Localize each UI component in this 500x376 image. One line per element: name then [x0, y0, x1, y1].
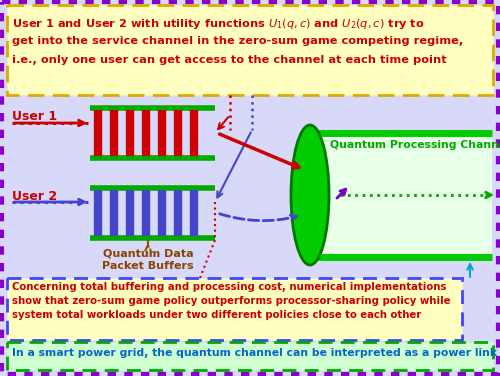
Bar — [7, 5, 493, 95]
Text: i.e., only one user can get access to the channel at each time point: i.e., only one user can get access to th… — [12, 55, 446, 65]
Text: User 2: User 2 — [12, 190, 57, 203]
Text: show that zero-sum game policy outperforms processor-sharing policy while: show that zero-sum game policy outperfor… — [12, 296, 450, 306]
Bar — [315, 135, 492, 255]
Text: In a smart power grid, the quantum channel can be interpreted as a power link: In a smart power grid, the quantum chann… — [12, 348, 497, 358]
Text: get into the service channel in the zero-sum game competing regime,: get into the service channel in the zero… — [12, 36, 463, 46]
Text: system total workloads under two different policies close to each other: system total workloads under two differe… — [12, 310, 422, 320]
Text: User 1 and User 2 with utility functions $\mathit{U}_1(q,c)$ and $\mathit{U}_2(q: User 1 and User 2 with utility functions… — [12, 17, 425, 31]
Text: Quantum Processing Channel: Quantum Processing Channel — [330, 140, 500, 150]
Bar — [7, 342, 493, 370]
Text: Quantum Data: Quantum Data — [102, 248, 194, 258]
Text: User 1: User 1 — [12, 110, 57, 123]
Text: Packet Buffers: Packet Buffers — [102, 261, 194, 271]
Bar — [7, 278, 462, 340]
Ellipse shape — [291, 125, 329, 265]
Text: Concerning total buffering and processing cost, numerical implementations: Concerning total buffering and processin… — [12, 282, 446, 292]
